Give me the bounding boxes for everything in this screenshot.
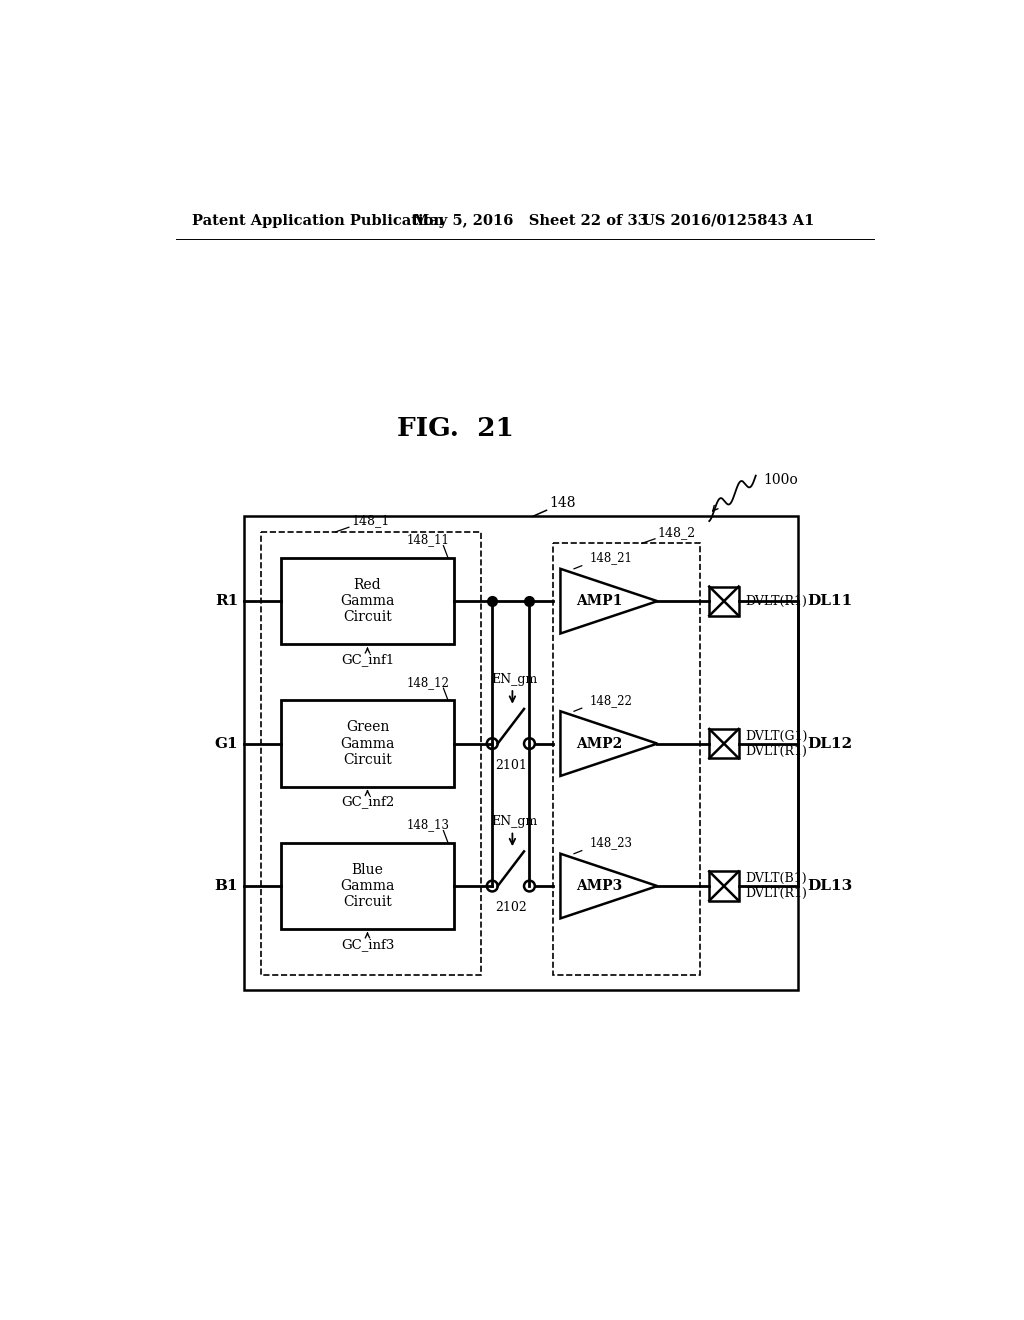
Text: 148_11: 148_11 — [407, 533, 450, 546]
Bar — [245, 516, 799, 990]
Bar — [282, 701, 454, 787]
Text: 148_12: 148_12 — [407, 676, 450, 689]
Text: 148_1: 148_1 — [351, 515, 389, 527]
Text: GC_inf1: GC_inf1 — [341, 653, 394, 665]
Text: B1: B1 — [214, 879, 238, 894]
Bar — [553, 544, 700, 974]
Text: G1: G1 — [214, 737, 238, 751]
Text: FIG.  21: FIG. 21 — [396, 416, 513, 441]
Text: GC_inf3: GC_inf3 — [341, 937, 394, 950]
Text: Blue
Gamma
Circuit: Blue Gamma Circuit — [340, 863, 394, 909]
Text: 148_23: 148_23 — [590, 836, 633, 849]
Text: May 5, 2016   Sheet 22 of 33: May 5, 2016 Sheet 22 of 33 — [414, 214, 648, 228]
Text: DL12: DL12 — [808, 737, 853, 751]
Bar — [261, 532, 480, 974]
Bar — [710, 871, 738, 900]
Text: 148: 148 — [549, 496, 575, 511]
Text: 148_22: 148_22 — [590, 693, 633, 706]
Text: AMP3: AMP3 — [577, 879, 623, 894]
Text: Red
Gamma
Circuit: Red Gamma Circuit — [340, 578, 394, 624]
Bar — [282, 558, 454, 644]
Bar — [282, 843, 454, 929]
Text: DVLT(R1): DVLT(R1) — [745, 594, 808, 607]
Text: DL13: DL13 — [808, 879, 853, 894]
Text: DL11: DL11 — [808, 594, 853, 609]
Text: 100o: 100o — [764, 473, 799, 487]
Text: 2102: 2102 — [495, 902, 526, 915]
Text: DVLT(B1)
DVLT(R1): DVLT(B1) DVLT(R1) — [745, 873, 808, 900]
Text: Green
Gamma
Circuit: Green Gamma Circuit — [340, 721, 394, 767]
Text: Patent Application Publication: Patent Application Publication — [191, 214, 443, 228]
Text: EN_gm: EN_gm — [492, 816, 538, 829]
Text: 2101: 2101 — [495, 759, 526, 772]
Text: R1: R1 — [215, 594, 238, 609]
Text: 148_21: 148_21 — [590, 552, 633, 564]
Text: AMP2: AMP2 — [577, 737, 623, 751]
Text: DVLT(G1)
DVLT(R1): DVLT(G1) DVLT(R1) — [745, 730, 808, 758]
Text: 148_2: 148_2 — [657, 525, 695, 539]
Bar — [710, 729, 738, 758]
Text: EN_gm: EN_gm — [492, 673, 538, 686]
Text: US 2016/0125843 A1: US 2016/0125843 A1 — [642, 214, 814, 228]
Text: AMP1: AMP1 — [577, 594, 623, 609]
Text: GC_inf2: GC_inf2 — [341, 795, 394, 808]
Text: 148_13: 148_13 — [407, 818, 450, 832]
Bar — [710, 586, 738, 615]
